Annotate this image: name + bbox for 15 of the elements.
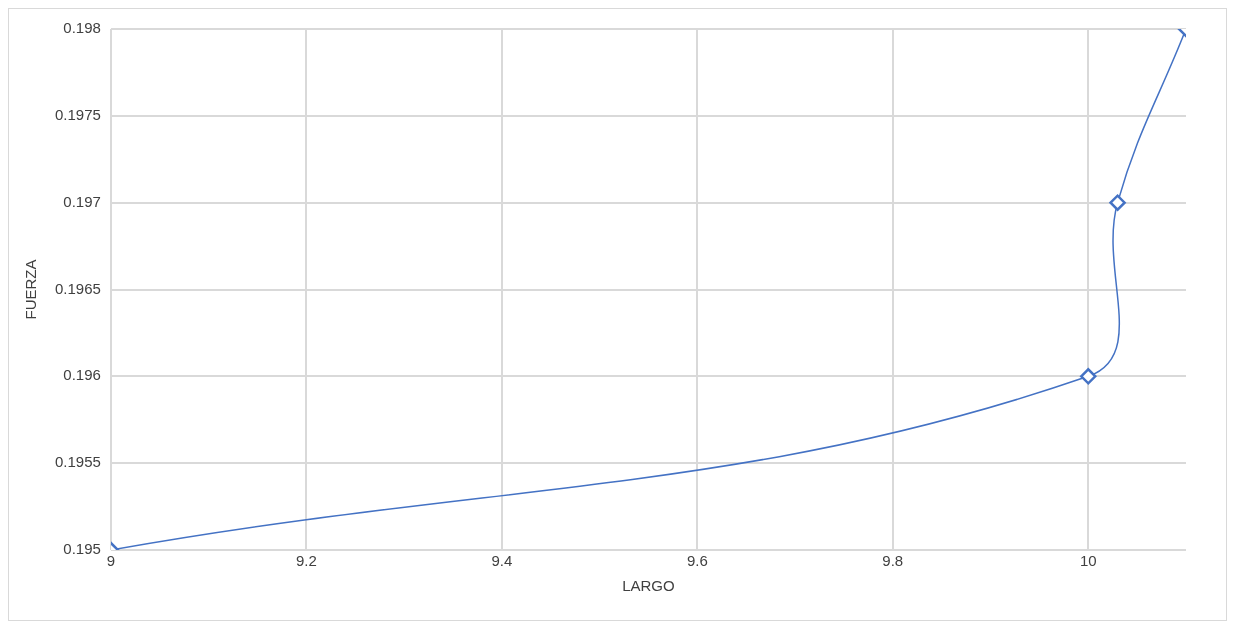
y-axis-title: FUERZA: [22, 259, 40, 320]
x-tick-label: 10: [1079, 552, 1097, 570]
y-tick-label: 0.1965: [54, 279, 101, 297]
y-tick-label: 0.195: [63, 540, 101, 558]
x-tick-label: 9.8: [882, 552, 904, 570]
y-tick-label: 0.196: [63, 366, 101, 384]
x-tick-label: 9.2: [295, 552, 317, 570]
y-tick-label: 0.1955: [54, 453, 101, 471]
x-tick-label: 9.4: [491, 552, 513, 570]
x-axis-title: LARGO: [622, 577, 675, 595]
y-tick-label: 0.1975: [54, 105, 101, 123]
x-tick-label: 9.6: [686, 552, 708, 570]
y-tick-label: 0.197: [63, 192, 101, 210]
x-tick-label: 9: [106, 552, 116, 570]
y-tick-label: 0.198: [63, 19, 101, 37]
